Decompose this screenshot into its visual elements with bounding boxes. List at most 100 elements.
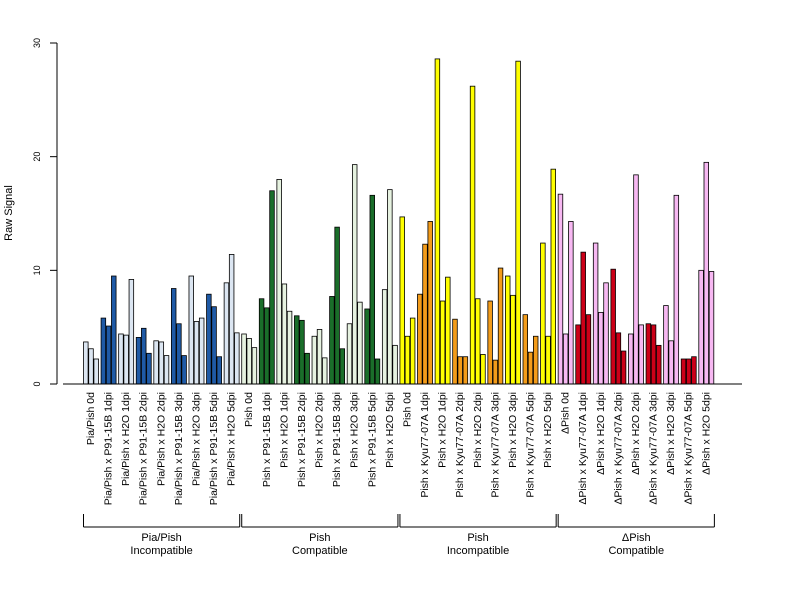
bar	[163, 355, 170, 385]
x-tick-label: Pish 0d	[401, 392, 413, 427]
section-brackets: Pia/PishIncompatiblePishCompatiblePishIn…	[83, 514, 715, 557]
bar	[88, 348, 94, 385]
x-tick-label: Pish x H2O 1dpi	[278, 392, 290, 468]
bar	[374, 358, 381, 385]
bar	[680, 358, 687, 385]
bar	[111, 275, 117, 385]
bar	[392, 344, 398, 385]
bar	[83, 341, 89, 385]
x-tick-label: Pia/Pish x H2O 3dpi	[190, 392, 202, 486]
x-tick-label: Pia/Pish x P91-15B 5dpi	[208, 392, 220, 505]
bar	[118, 333, 124, 385]
section-label-line2: Compatible	[292, 545, 348, 557]
x-tick-label: Pia/Pish x H2O 5dpi	[226, 392, 238, 486]
x-tick-label: ΔPish x Kyu77-07A 2dpi	[612, 392, 624, 505]
bar	[698, 269, 704, 385]
bar	[575, 324, 581, 385]
bar	[264, 307, 270, 385]
bar	[527, 351, 534, 385]
y-tick-label: 20	[32, 152, 42, 162]
bar	[135, 336, 142, 385]
bar	[422, 243, 428, 385]
x-tick-label: Pish x Kyu77-07A 5dpi	[525, 392, 537, 498]
bar	[650, 324, 657, 385]
bar	[668, 340, 674, 385]
bar	[170, 288, 177, 385]
bar	[568, 221, 574, 385]
bar	[462, 356, 469, 385]
bar	[158, 341, 165, 385]
bar	[286, 310, 293, 385]
bar	[492, 359, 499, 385]
bar	[100, 317, 107, 385]
bar	[276, 178, 282, 385]
section-label-line1: ΔPish	[622, 532, 651, 544]
bar	[223, 282, 230, 385]
x-tick-label: Pish x H2O 3dpi	[349, 392, 361, 468]
bar	[176, 323, 182, 385]
x-tick-label: Pish x H2O 5dpi	[384, 392, 396, 468]
x-tick-label: Pish x H2O 5dpi	[542, 392, 554, 468]
section-label-line1: Pish	[467, 532, 488, 544]
bar	[322, 357, 328, 385]
bar	[439, 300, 446, 385]
bar	[369, 194, 375, 385]
bar	[228, 254, 235, 385]
bar	[123, 334, 129, 385]
section-label-line1: Pish	[309, 532, 330, 544]
x-tick-label: Pish x H2O 1dpi	[437, 392, 449, 468]
bar	[193, 321, 200, 385]
bar	[540, 242, 546, 385]
bar	[480, 354, 486, 385]
bar	[241, 333, 247, 385]
y-tick-label: 30	[32, 38, 42, 48]
bar	[663, 305, 669, 385]
section-label-line2: Compatible	[608, 545, 664, 557]
bar	[153, 340, 159, 385]
y-axis-label: Raw Signal	[3, 185, 15, 241]
bar	[457, 356, 463, 385]
bar	[269, 190, 275, 385]
bar	[615, 332, 622, 385]
bar	[427, 221, 433, 385]
bar	[304, 352, 310, 385]
x-tick-label: ΔPish x H2O 5dpi	[700, 392, 712, 475]
x-tick-label: Pish x H2O 3dpi	[507, 392, 519, 468]
bar	[452, 318, 458, 385]
bar	[346, 323, 353, 385]
bar	[703, 161, 709, 385]
bar	[146, 352, 152, 385]
bar	[206, 293, 212, 385]
x-tick-label: Pia/Pish x H2O 2dpi	[155, 392, 167, 486]
x-tick-label: Pish x Kyu77-07A 2dpi	[454, 392, 466, 498]
x-tick-label: ΔPish x H2O 2dpi	[630, 392, 642, 475]
bar	[216, 356, 222, 385]
x-tick-label: ΔPish x Kyu77-07A 5dpi	[683, 392, 695, 505]
bar	[434, 58, 441, 385]
bar	[93, 358, 99, 385]
x-tick-label: ΔPish x Kyu77-07A 3dpi	[648, 392, 660, 505]
bars	[83, 58, 715, 385]
x-tick-label: ΔPish 0d	[560, 392, 572, 434]
x-tick-label: Pia/Pish 0d	[85, 392, 97, 445]
bar	[545, 335, 551, 385]
x-tick-label: ΔPish x H2O 3dpi	[665, 392, 677, 475]
bar	[281, 283, 288, 385]
bar	[417, 293, 423, 385]
bar	[294, 315, 300, 385]
bar	[211, 306, 217, 385]
bar	[533, 335, 539, 385]
bar	[329, 296, 335, 385]
bar	[645, 323, 652, 385]
y-tick-label: 0	[32, 381, 42, 386]
bar	[316, 329, 323, 385]
bar	[364, 308, 370, 385]
bar	[487, 300, 493, 385]
y-tick-label: 10	[32, 265, 42, 275]
x-tick-label: Pish x Kyu77-07A 3dpi	[489, 392, 501, 498]
bar	[251, 347, 258, 385]
bar	[246, 338, 252, 385]
bar	[686, 358, 692, 385]
bar	[381, 289, 388, 385]
